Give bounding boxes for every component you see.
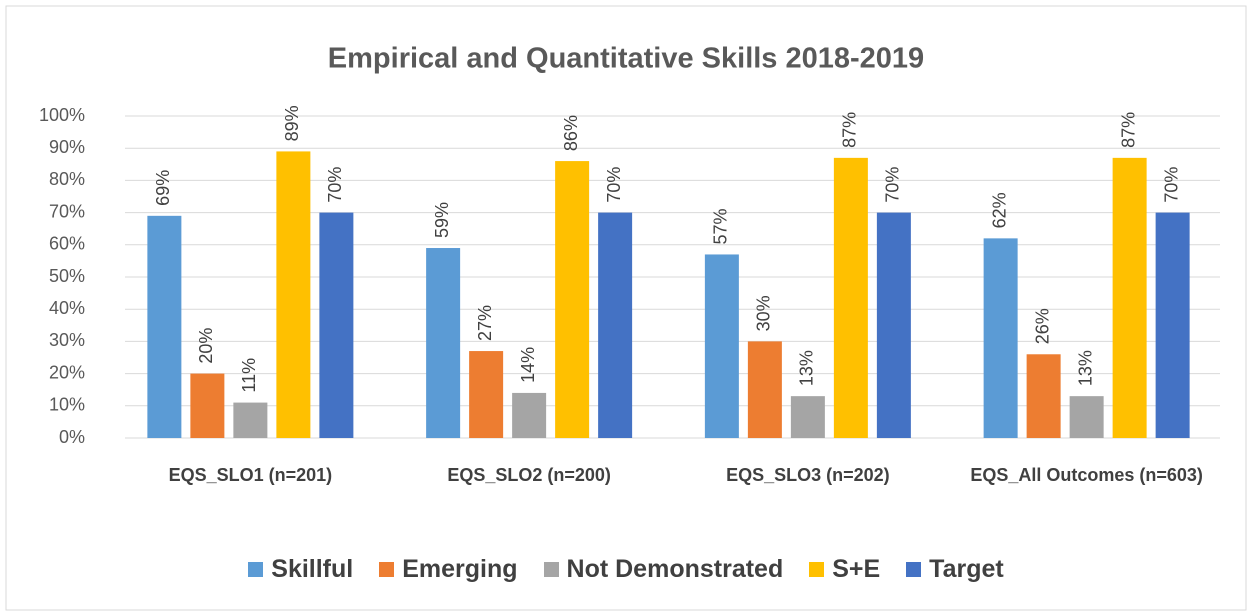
y-tick-label: 70% (49, 201, 85, 221)
bar (704, 254, 739, 438)
x-tick-label: EQS_All Outcomes (n=603) (970, 465, 1203, 485)
data-label: 57% (711, 208, 731, 244)
data-label: 59% (432, 202, 452, 238)
data-label: 27% (475, 305, 495, 341)
legend-item: Emerging (379, 555, 518, 584)
bar (233, 402, 268, 438)
legend-item: Skillful (248, 555, 353, 584)
data-label: 89% (282, 105, 302, 141)
chart-title: Empirical and Quantitative Skills 2018-2… (328, 43, 924, 75)
bar (747, 341, 782, 438)
y-tick-label: 50% (49, 266, 85, 286)
data-label: 70% (883, 167, 903, 203)
y-tick-label: 0% (59, 427, 85, 447)
data-label: 26% (1032, 308, 1052, 344)
bar (790, 396, 825, 438)
bar (876, 212, 911, 438)
bar (833, 157, 868, 439)
data-label: 87% (840, 112, 860, 148)
data-label: 13% (1075, 350, 1095, 386)
legend: Skillful Emerging Not Demonstrated S+E Targe… (0, 555, 1252, 584)
bar (147, 215, 182, 438)
data-label: 13% (797, 350, 817, 386)
data-label: 62% (989, 192, 1009, 228)
legend-item: S+E (809, 555, 880, 584)
data-label: 30% (754, 295, 774, 331)
data-label: 86% (561, 115, 581, 151)
legend-label: S+E (832, 555, 881, 583)
y-tick-label: 40% (49, 298, 85, 318)
legend-swatch (906, 562, 922, 577)
y-tick-label: 80% (49, 169, 85, 189)
bar (1069, 396, 1104, 438)
data-label: 14% (518, 347, 538, 383)
x-tick-label: EQS_SLO3 (n=202) (726, 465, 890, 485)
x-tick-label: EQS_SLO1 (n=201) (168, 465, 333, 485)
bar (1112, 157, 1147, 439)
y-tick-label: 30% (49, 330, 85, 350)
legend-swatch (543, 562, 559, 577)
bar (190, 373, 225, 438)
legend-swatch (809, 562, 825, 577)
y-tick-label: 20% (49, 362, 85, 382)
legend-swatch (248, 562, 264, 577)
y-tick-label: 100% (39, 105, 85, 125)
legend-label: Emerging (402, 555, 518, 583)
legend-item: Target (906, 555, 1004, 584)
bar (983, 238, 1018, 438)
y-tick-label: 60% (49, 234, 85, 254)
data-label: 87% (1118, 112, 1138, 148)
legend-item: Not Demonstrated (543, 555, 784, 584)
data-label: 70% (1161, 167, 1181, 203)
y-tick-label: 90% (49, 137, 85, 157)
bar (598, 212, 633, 438)
bar (512, 392, 547, 438)
data-label: 11% (239, 358, 259, 393)
y-tick-label: 10% (49, 395, 85, 415)
x-tick-label: EQS_SLO2 (n=200) (447, 465, 611, 485)
data-label: 70% (325, 167, 345, 203)
legend-label: Not Demonstrated (566, 555, 784, 583)
bar (426, 248, 461, 438)
bar (276, 151, 311, 439)
bar (319, 212, 354, 438)
data-label: 70% (604, 167, 624, 203)
bar (1026, 354, 1061, 438)
bar (469, 351, 504, 438)
legend-swatch (379, 562, 395, 577)
bar (1155, 212, 1190, 438)
data-label: 69% (153, 170, 173, 206)
bar (555, 161, 590, 438)
legend-label: Skillful (271, 555, 354, 583)
data-label: 20% (196, 328, 216, 364)
legend-label: Target (929, 555, 1004, 583)
